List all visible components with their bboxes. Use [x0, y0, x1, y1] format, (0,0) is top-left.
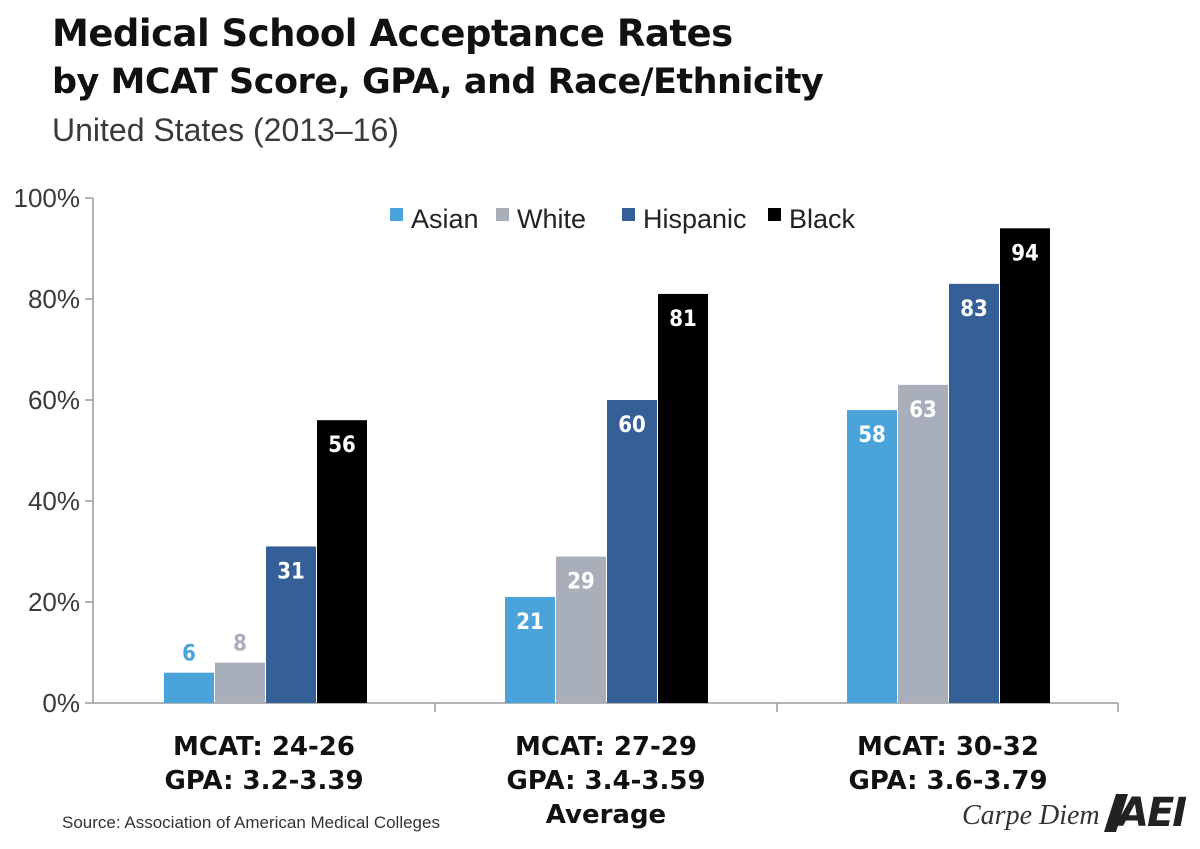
legend-swatch-white	[496, 208, 509, 221]
legend-label-black: Black	[789, 204, 856, 234]
bar-black	[317, 420, 367, 703]
legend-swatch-hispanic	[622, 208, 635, 221]
chart-title-line2: by MCAT Score, GPA, and Race/Ethnicity	[52, 62, 824, 102]
category-label: GPA: 3.2-3.39	[164, 766, 363, 796]
bar-value-label: 21	[516, 610, 544, 635]
legend-swatch-black	[768, 208, 781, 221]
bar-value-label: 94	[1011, 241, 1039, 266]
chart-title: Medical School Acceptance Rates	[52, 12, 733, 55]
bar-white	[556, 556, 606, 703]
y-tick-label: 80%	[28, 284, 80, 314]
bar-value-label: 81	[669, 307, 697, 332]
aei-logo-text: AEI	[1115, 790, 1187, 836]
y-tick-label: 20%	[28, 587, 80, 617]
bar-value-label: 63	[909, 398, 937, 423]
bar-hispanic	[266, 546, 316, 703]
bar-value-label: 6	[182, 642, 196, 667]
category-label: MCAT: 24-26	[173, 732, 355, 762]
bar-value-label: 83	[960, 297, 988, 322]
y-tick-label: 0%	[42, 688, 80, 718]
bar-black	[1000, 228, 1050, 704]
bar-value-label: 60	[618, 413, 646, 438]
bar-value-label: 58	[858, 423, 886, 448]
aei-logo: AEI	[1104, 790, 1189, 836]
y-tick-label: 100%	[14, 183, 81, 213]
bar-value-label: 31	[277, 559, 305, 584]
bar-black	[658, 293, 708, 703]
brand-name: Carpe Diem	[962, 800, 1100, 831]
bar-value-label: 8	[233, 632, 247, 657]
legend-swatch-asian	[390, 208, 403, 221]
category-label: GPA: 3.6-3.79	[848, 766, 1047, 796]
source-note: Source: Association of American Medical …	[62, 813, 440, 832]
y-tick-label: 60%	[28, 385, 80, 415]
bar-hispanic	[949, 283, 999, 703]
y-tick-label: 40%	[28, 486, 80, 516]
category-label: Average	[546, 800, 666, 830]
bar-asian	[505, 596, 555, 703]
bar-asian	[164, 672, 214, 703]
bar-value-label: 56	[328, 433, 356, 458]
legend-label-white: White	[517, 204, 586, 234]
category-label: MCAT: 30-32	[857, 732, 1039, 762]
chart-subtitle: United States (2013–16)	[52, 112, 399, 148]
bar-white	[898, 384, 948, 703]
legend-label-hispanic: Hispanic	[643, 204, 747, 234]
legend-label-asian: Asian	[411, 204, 479, 234]
category-label: MCAT: 27-29	[515, 732, 697, 762]
bar-asian	[847, 410, 897, 703]
category-label: GPA: 3.4-3.59	[506, 766, 705, 796]
bar-value-label: 29	[567, 570, 595, 595]
bar-hispanic	[607, 400, 657, 703]
bar-white	[215, 662, 265, 703]
